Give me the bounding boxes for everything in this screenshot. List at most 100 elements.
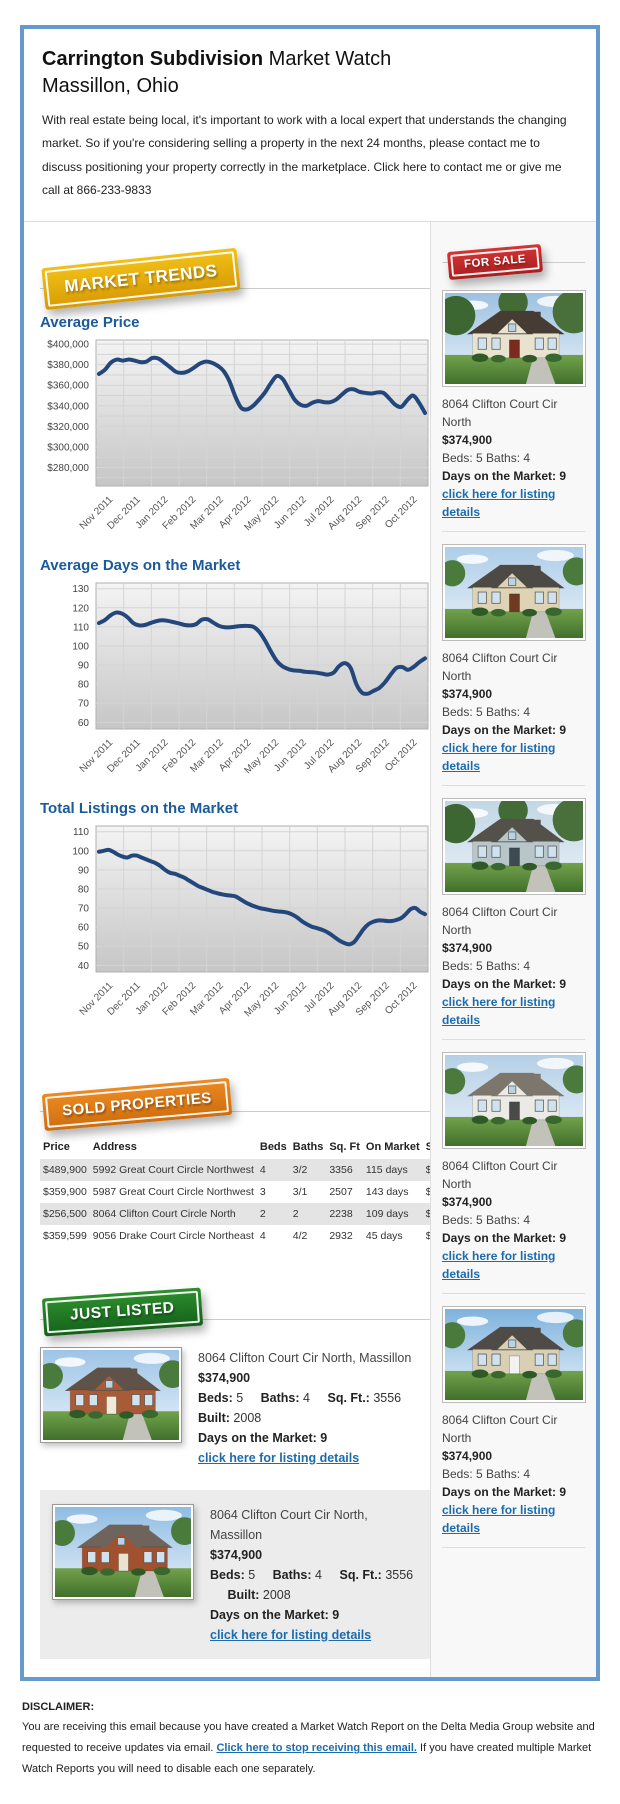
col-price: Price bbox=[43, 1140, 70, 1153]
unsubscribe-link[interactable]: Click here to stop receiving this email. bbox=[216, 1742, 417, 1755]
col-beds: Beds bbox=[259, 1140, 287, 1153]
spec-value: 5 bbox=[236, 1390, 244, 1405]
spec-value: 3556 bbox=[373, 1390, 402, 1405]
cell-address: 9056 Drake Court Circle Northeast bbox=[92, 1229, 254, 1242]
listing-details-link[interactable]: click here for listing details bbox=[442, 1502, 556, 1535]
cell-address: 5987 Great Court Circle Northwest bbox=[92, 1185, 254, 1198]
listing-specs: Beds: 5 Baths: 4 Sq. Ft.: 3556 Built: 20… bbox=[198, 1388, 430, 1428]
svg-text:$400,000: $400,000 bbox=[47, 339, 89, 350]
cell-price: $359,900 bbox=[43, 1185, 87, 1198]
market-trends-section-header: MARKET TRENDS bbox=[40, 236, 430, 310]
title-suffix: Market Watch bbox=[263, 48, 392, 70]
sold-properties-section-header: SOLD PROPERTIES bbox=[40, 1059, 430, 1131]
cell-beds: 2 bbox=[256, 1202, 290, 1225]
just-listed-section-header: JUST LISTED bbox=[40, 1273, 430, 1337]
intro-paragraph: With real estate being local, it's impor… bbox=[42, 113, 567, 198]
listing-price: $374,900 bbox=[442, 432, 493, 447]
listing-details-link[interactable]: click here for listing details bbox=[198, 1450, 360, 1465]
listing-details-link[interactable]: click here for listing details bbox=[442, 994, 556, 1027]
for-sale-sidebar: FOR SALE 8064 Clifton Court Cir North $3… bbox=[430, 221, 596, 1677]
cell-on-market: 115 days bbox=[362, 1158, 423, 1181]
spec-label: Built: bbox=[198, 1410, 230, 1425]
listing-price: $374,900 bbox=[442, 1194, 493, 1209]
spec-value: 5 bbox=[248, 1567, 256, 1582]
chart-title-total-listings: Total Listings on the Market bbox=[40, 799, 239, 817]
for-sale-listing: 8064 Clifton Court Cir North $374,900 Be… bbox=[442, 797, 586, 1040]
listing-photo[interactable] bbox=[40, 1346, 182, 1443]
svg-text:90: 90 bbox=[78, 660, 90, 671]
sold-properties-badge-label: SOLD PROPERTIES bbox=[44, 1080, 230, 1128]
listing-price: $374,900 bbox=[442, 940, 493, 955]
col-baths: Baths bbox=[292, 1140, 324, 1153]
main-column: MARKET TRENDS Average Price $400,000 $380… bbox=[24, 222, 483, 1677]
listing-details-link[interactable]: click here for listing details bbox=[442, 740, 556, 773]
table-row: $256,500 8064 Clifton Court Circle North… bbox=[40, 1202, 483, 1225]
svg-text:70: 70 bbox=[78, 903, 90, 914]
for-sale-section-header: FOR SALE bbox=[442, 234, 585, 280]
cell-beds: 4 bbox=[256, 1158, 290, 1181]
average-price-chart: $400,000 $380,000 $360,000 $340,000 $320,000… bbox=[40, 335, 430, 543]
subdivision-name: Carrington Subdivision bbox=[42, 48, 264, 70]
listing-address: 8064 Clifton Court Cir North bbox=[442, 1158, 558, 1191]
listing-address: 8064 Clifton Court Cir North bbox=[442, 396, 558, 429]
listing-photo[interactable] bbox=[52, 1503, 194, 1600]
listing-details-link[interactable]: click here for listing details bbox=[210, 1627, 372, 1642]
for-sale-listing: 8064 Clifton Court Cir North $374,900 Be… bbox=[442, 1305, 586, 1548]
svg-text:120: 120 bbox=[72, 603, 89, 614]
listing-days-on-market: Days on the Market: 9 bbox=[198, 1430, 328, 1445]
listing-beds-baths: Beds: 5 Baths: 4 bbox=[442, 1466, 531, 1481]
listing-address: 8064 Clifton Court Cir North, Massillon bbox=[198, 1350, 412, 1365]
table-row: $489,900 5992 Great Court Circle Northwe… bbox=[40, 1158, 483, 1181]
svg-text:$360,000: $360,000 bbox=[47, 380, 89, 391]
chart-title-average-price: Average Price bbox=[40, 313, 140, 331]
listing-days-on-market: Days on the Market: 9 bbox=[442, 976, 567, 991]
listing-specs: Beds: 5 Baths: 4 Sq. Ft.: 3556 Built: 20… bbox=[210, 1565, 418, 1605]
svg-text:$320,000: $320,000 bbox=[47, 421, 89, 432]
cell-sqft: 2932 bbox=[329, 1229, 353, 1242]
listing-price: $374,900 bbox=[210, 1547, 263, 1562]
listing-price: $374,900 bbox=[198, 1370, 251, 1385]
spec-label: Built: bbox=[227, 1587, 260, 1602]
col-on-market: On Market bbox=[365, 1140, 420, 1153]
svg-text:90: 90 bbox=[78, 865, 90, 876]
spec-label: Beds: bbox=[210, 1567, 245, 1582]
svg-text:$380,000: $380,000 bbox=[47, 360, 89, 371]
spec-value: 2008 bbox=[262, 1587, 291, 1602]
svg-text:$340,000: $340,000 bbox=[47, 401, 89, 412]
cell-on-market: 45 days bbox=[365, 1229, 403, 1242]
cell-sqft: 3356 bbox=[326, 1158, 363, 1181]
disclaimer-body: You are receiving this email because you… bbox=[22, 1717, 598, 1780]
listing-beds-baths: Beds: 5 Baths: 4 bbox=[442, 450, 531, 465]
average-days-chart: 130 120 110 100 90 80 70 60 Nov 2011 Dec 2011 Jan … bbox=[40, 578, 430, 786]
svg-text:$280,000: $280,000 bbox=[47, 463, 89, 474]
cell-baths: 3/2 bbox=[289, 1158, 327, 1181]
listing-price: $374,900 bbox=[442, 1448, 493, 1463]
cell-on-market: 143 days bbox=[365, 1185, 409, 1198]
listing-days-on-market: Days on the Market: 9 bbox=[442, 1230, 567, 1245]
listing-beds-baths: Beds: 5 Baths: 4 bbox=[442, 704, 531, 719]
cell-sqft: 2507 bbox=[329, 1185, 353, 1198]
svg-text:40: 40 bbox=[78, 960, 90, 971]
listing-photo[interactable] bbox=[442, 543, 586, 641]
listing-photo[interactable] bbox=[442, 289, 586, 387]
svg-text:110: 110 bbox=[73, 827, 89, 838]
svg-text:110: 110 bbox=[73, 622, 89, 633]
just-listed-item: 8064 Clifton Court Cir North, Massillon … bbox=[40, 1489, 430, 1659]
market-trends-badge-label: MARKET TRENDS bbox=[44, 250, 238, 307]
just-listed-badge-label: JUST LISTED bbox=[45, 1290, 200, 1333]
listing-details-link[interactable]: click here for listing details bbox=[442, 486, 556, 519]
cell-beds: 4 bbox=[259, 1229, 266, 1242]
listing-photo[interactable] bbox=[442, 1051, 586, 1149]
listing-photo[interactable] bbox=[442, 1305, 586, 1403]
svg-text:80: 80 bbox=[78, 884, 90, 895]
svg-text:130: 130 bbox=[72, 584, 89, 595]
sold-properties-table: Price Address Beds Baths Sq. Ft On Marke… bbox=[40, 1135, 483, 1247]
market-trends-badge: MARKET TRENDS bbox=[41, 247, 241, 310]
just-listed-badge: JUST LISTED bbox=[41, 1287, 203, 1337]
cell-price: $359,599 bbox=[43, 1229, 87, 1242]
for-sale-listing: 8064 Clifton Court Cir North $374,900 Be… bbox=[442, 1051, 586, 1294]
svg-text:60: 60 bbox=[78, 922, 90, 933]
listing-photo[interactable] bbox=[442, 797, 586, 895]
listing-address: 8064 Clifton Court Cir North bbox=[442, 904, 558, 937]
listing-details-link[interactable]: click here for listing details bbox=[442, 1248, 556, 1281]
